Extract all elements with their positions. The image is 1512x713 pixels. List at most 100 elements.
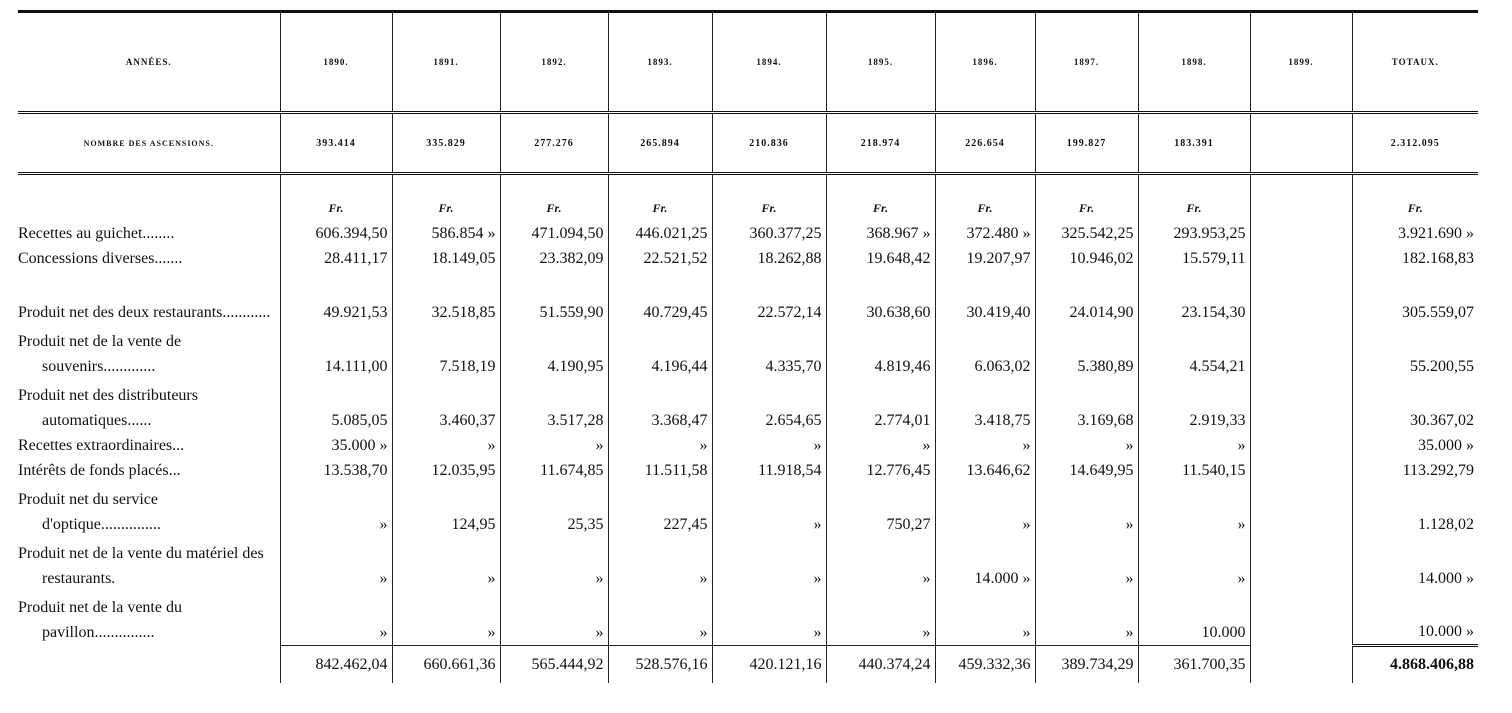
cell: » — [499, 591, 608, 645]
header-label: ANNÉES. — [18, 10, 280, 114]
cell: » — [607, 591, 712, 645]
currency-row: Fr. Fr. Fr. Fr. Fr. Fr. Fr. Fr. Fr. Fr. — [18, 173, 1478, 221]
cell: 227,45 — [607, 483, 712, 537]
table-body: ANNÉES. 1890. 1891. 1892. 1893. 1894. 1895. 189… — [18, 10, 1478, 683]
total-cell: 1.128,02 — [1351, 483, 1478, 537]
year: 1891. — [391, 10, 500, 114]
cell: 199.827 — [1034, 112, 1138, 175]
cell: » — [1034, 433, 1138, 458]
total-cell: 30.367,02 — [1351, 379, 1478, 433]
cell: 7.518,19 — [391, 325, 500, 379]
cell: » — [279, 537, 392, 591]
cell: » — [1034, 537, 1138, 591]
cell: 49.921,53 — [279, 271, 392, 325]
cell: » — [711, 537, 826, 591]
year: 1895. — [825, 10, 935, 114]
cell: 183.391 — [1137, 112, 1250, 175]
year: 1892. — [499, 10, 608, 114]
currency: Fr. — [825, 173, 935, 221]
cell: 5.085,05 — [279, 379, 392, 433]
cell: » — [825, 591, 935, 645]
cell: 606.394,50 — [279, 221, 392, 246]
cell — [1249, 537, 1352, 591]
total-cell: 305.559,07 — [1351, 271, 1478, 325]
cell — [1249, 325, 1352, 379]
cell: » — [711, 433, 826, 458]
cell: 6.063,02 — [934, 325, 1035, 379]
cell: » — [391, 537, 500, 591]
data-row: Produit net de la vente du pavillon.....… — [18, 591, 1478, 645]
cell — [1249, 221, 1352, 246]
row-label: Intérêts de fonds placés... — [18, 462, 181, 479]
total-cell: 660.661,36 — [391, 644, 500, 683]
cell: 5.380,89 — [1034, 325, 1138, 379]
total-cell: 3.921.690 » — [1351, 221, 1478, 246]
row-label: Produit net du service d'optique........… — [18, 491, 161, 533]
cell: 2.654,65 — [711, 379, 826, 433]
data-row: Concessions diverses....... 28.411,17 18.1… — [18, 246, 1478, 271]
cell: 325.542,25 — [1034, 221, 1138, 246]
cell: » — [607, 433, 712, 458]
total-header: TOTAUX. — [1351, 10, 1478, 114]
cell: » — [607, 537, 712, 591]
cell: » — [711, 591, 826, 645]
cell: 3.460,37 — [391, 379, 500, 433]
cell — [1249, 112, 1352, 175]
cell: 15.579,11 — [1137, 246, 1250, 271]
cell: 210.836 — [711, 112, 826, 175]
data-row: Produit net de la vente du matériel des … — [18, 537, 1478, 591]
cell: 393.414 — [279, 112, 392, 175]
total-cell: 420.121,16 — [711, 644, 826, 683]
cell: 277.276 — [499, 112, 608, 175]
cell: 11.918,54 — [711, 458, 826, 483]
cell: 18.149,05 — [391, 246, 500, 271]
cell: 51.559,90 — [499, 271, 608, 325]
cell — [1249, 483, 1352, 537]
grand-total: 4.868.406,88 — [1351, 643, 1478, 683]
row-label: Produit net des distributeurs automatiqu… — [18, 387, 198, 429]
cell: » — [711, 483, 826, 537]
cell: 4.554,21 — [1137, 325, 1250, 379]
cell: 4.819,46 — [825, 325, 935, 379]
cell: 24.014,90 — [1034, 271, 1138, 325]
cell: 22.521,52 — [607, 246, 712, 271]
cell — [1249, 433, 1352, 458]
total-cell: 361.700,35 — [1137, 644, 1250, 683]
total-cell: 565.444,92 — [499, 644, 608, 683]
cell: 23.154,30 — [1137, 271, 1250, 325]
currency: Fr. — [279, 173, 392, 221]
year: 1899. — [1249, 10, 1352, 114]
cell: » — [499, 537, 608, 591]
currency: Fr. — [1351, 173, 1478, 221]
cell: » — [825, 537, 935, 591]
currency: Fr. — [934, 173, 1035, 221]
cell: 335.829 — [391, 112, 500, 175]
cell: 19.207,97 — [934, 246, 1035, 271]
cell: 471.094,50 — [499, 221, 608, 246]
cell: 14.649,95 — [1034, 458, 1138, 483]
total-cell: 35.000 » — [1351, 433, 1478, 458]
cell: 750,27 — [825, 483, 935, 537]
cell: » — [1034, 591, 1138, 645]
cell: 40.729,45 — [607, 271, 712, 325]
empty-cell — [18, 645, 280, 683]
cell: » — [1137, 433, 1250, 458]
year: 1894. — [711, 10, 826, 114]
total-cell — [1249, 645, 1352, 683]
cell: 13.646,62 — [934, 458, 1035, 483]
cell: 30.638,60 — [825, 271, 935, 325]
cell: » — [1137, 537, 1250, 591]
year: 1898. — [1137, 10, 1250, 114]
cell — [1249, 379, 1352, 433]
year: 1897. — [1034, 10, 1138, 114]
cell: » — [391, 591, 500, 645]
data-row: Produit net des deux restaurants........… — [18, 271, 1478, 325]
currency — [1249, 173, 1352, 221]
cell: 11.540,15 — [1137, 458, 1250, 483]
data-row: Recettes extraordinaires... 35.000 »»»»»»… — [18, 433, 1478, 458]
cell: 293.953,25 — [1137, 221, 1250, 246]
cell: » — [279, 591, 392, 645]
total-cell: 2.312.095 — [1351, 112, 1478, 175]
total-cell: 459.332,36 — [934, 644, 1035, 683]
